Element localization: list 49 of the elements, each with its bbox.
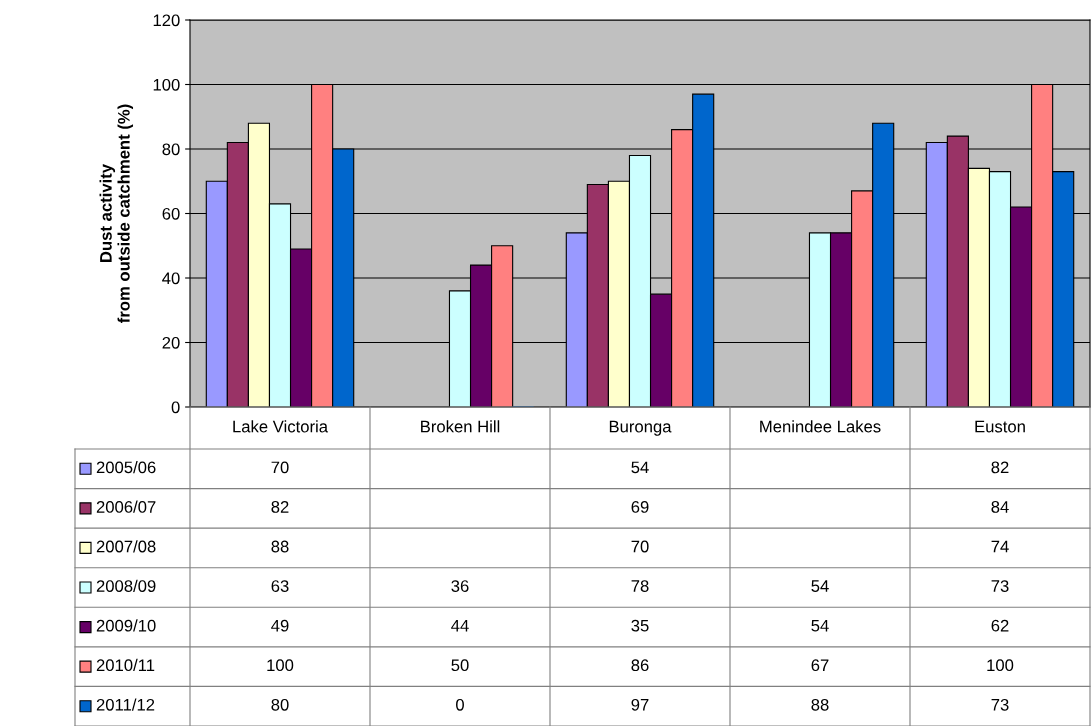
legend-label: 2005/06 <box>96 461 156 474</box>
x-tick-label: Euston <box>975 420 1025 433</box>
data-label: 67 <box>811 659 829 672</box>
y-tick-label: 40 <box>162 272 180 285</box>
data-label: 82 <box>991 461 1009 474</box>
legend-label: 2008/09 <box>96 579 156 592</box>
data-label: 88 <box>271 540 289 553</box>
data-label: 54 <box>631 461 649 474</box>
y-tick-label: 20 <box>162 336 180 349</box>
data-label: 69 <box>631 501 649 513</box>
data-label: 97 <box>631 698 649 711</box>
data-label: 50 <box>451 659 469 672</box>
data-label: 62 <box>991 619 1009 632</box>
data-label: 54 <box>811 580 829 592</box>
data-label: 70 <box>271 461 289 474</box>
data-label: 82 <box>271 501 289 513</box>
data-label: 49 <box>271 619 289 632</box>
data-label: 0 <box>456 698 464 711</box>
data-label: 35 <box>631 619 649 632</box>
data-label: 88 <box>811 698 829 711</box>
data-label: 100 <box>987 659 1014 672</box>
x-tick-label: Broken Hill <box>421 420 500 433</box>
y-tick-label: 80 <box>162 143 180 156</box>
y-axis-title: Dust activity from outside catchment (%) <box>99 104 134 323</box>
data-label: 86 <box>631 659 649 672</box>
data-label: 63 <box>271 580 289 592</box>
legend-label: 2009/10 <box>96 619 156 632</box>
data-label: 36 <box>451 580 469 592</box>
data-label: 73 <box>991 580 1009 592</box>
y-tick-label: 60 <box>162 207 180 220</box>
legend-label: 2011/12 <box>96 698 155 711</box>
data-label: 54 <box>811 619 829 632</box>
y-tick-label: 120 <box>153 14 180 27</box>
data-label: 78 <box>631 580 649 592</box>
y-tick-label: 0 <box>171 401 180 414</box>
x-tick-label: Lake Victoria <box>233 420 329 433</box>
x-tick-label: Buronga <box>609 420 672 436</box>
legend-label: 2006/07 <box>96 500 156 513</box>
data-label: 100 <box>267 659 294 672</box>
data-label: 84 <box>991 501 1009 513</box>
data-label: 73 <box>991 698 1009 711</box>
y-tick-label: 100 <box>153 78 180 91</box>
data-label: 44 <box>451 619 469 632</box>
x-tick-label: Menindee Lakes <box>760 420 881 433</box>
legend-label: 2007/08 <box>96 540 156 553</box>
data-label: 70 <box>631 540 649 553</box>
data-label: 74 <box>991 540 1009 553</box>
data-label: 80 <box>271 698 289 711</box>
legend-label: 2010/11 <box>96 658 155 672</box>
